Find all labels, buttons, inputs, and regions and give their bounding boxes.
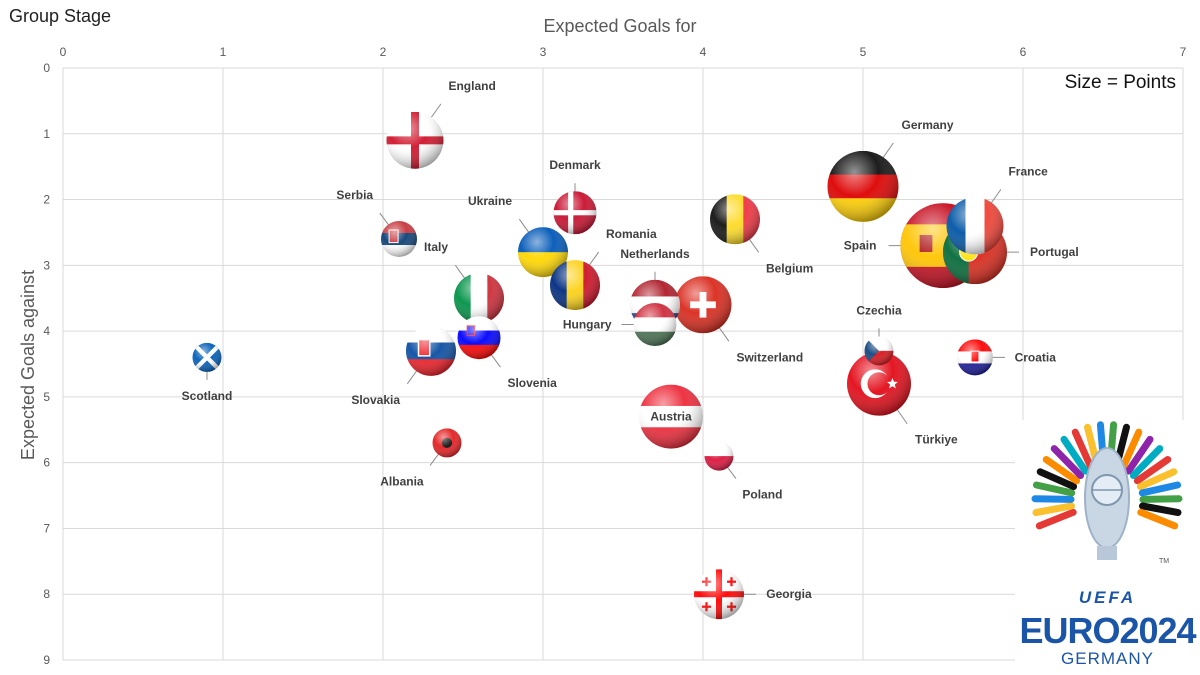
bubble-label: Austria: [650, 410, 692, 424]
bubble-belgium: [710, 194, 760, 245]
x-tick-label: 6: [1020, 45, 1027, 59]
bubble-albania: [432, 428, 462, 458]
x-tick-label: 7: [1180, 45, 1187, 59]
y-tick-label: 4: [43, 324, 50, 338]
y-tick-label: 5: [43, 390, 50, 404]
bubble-label: France: [1008, 164, 1048, 178]
bubble-labels: England Germany France Denmark Serbia Ukraine…: [182, 79, 1079, 601]
bubble-label: Albania: [380, 474, 424, 488]
bubble-label: England: [448, 79, 495, 93]
bubble-scotland: [192, 342, 222, 372]
bubbles: [192, 111, 1007, 620]
logo-euro-text: EURO2024: [1019, 610, 1196, 651]
logo-uefa-text: UEFA: [1078, 588, 1137, 607]
bubble-switzerland: [674, 276, 732, 334]
bubble-label: Czechia: [856, 303, 902, 317]
bubble-label: Netherlands: [620, 247, 690, 261]
bubble-label: Slovenia: [507, 376, 557, 390]
bubble-label: Germany: [902, 118, 954, 132]
logo-country-text: GERMANY: [1061, 649, 1154, 668]
axis-ticks: 0 1 2 3 4 5 6 7 0 1 2 3 4 5 6 7 8 9: [43, 45, 1186, 667]
y-tick-label: 8: [43, 587, 50, 601]
trophy-emblem-icon: TM: [1031, 421, 1183, 565]
bubble-georgia: [694, 569, 744, 620]
bubble-label: Belgium: [766, 261, 813, 275]
bubble-serbia: [381, 221, 417, 258]
bubble-label: Scotland: [182, 389, 233, 403]
bubble-label: Georgia: [766, 587, 812, 601]
bubble-label: Poland: [742, 488, 782, 502]
bubble-label: Türkiye: [915, 433, 958, 447]
y-tick-label: 3: [43, 258, 50, 272]
euro2024-logo: TM UEFA EURO2024 GERMANY: [1015, 420, 1200, 675]
y-tick-label: 2: [43, 193, 50, 207]
y-tick-label: 7: [43, 521, 50, 535]
bubble-croatia: [957, 339, 993, 376]
x-tick-label: 4: [700, 45, 707, 59]
bubble-romania: [550, 260, 600, 311]
bubble-poland: [704, 441, 734, 471]
y-tick-label: 9: [43, 653, 50, 667]
x-tick-label: 0: [60, 45, 67, 59]
y-tick-label: 6: [43, 456, 50, 470]
bubble-denmark: [553, 191, 597, 235]
trademark-mark: TM: [1159, 558, 1169, 565]
bubble-slovenia: [457, 316, 501, 360]
bubble-label: Hungary: [563, 318, 612, 332]
bubble-label: Serbia: [336, 188, 373, 202]
chart-subtitle: Group Stage: [9, 6, 112, 26]
bubble-label: Ukraine: [468, 194, 512, 208]
bubble-france: [946, 197, 1004, 255]
bubble-czechia: [864, 336, 894, 366]
bubble-england: [386, 111, 444, 169]
y-tick-label: 1: [43, 127, 50, 141]
bubble-label: Denmark: [549, 158, 601, 172]
bubble-label: Slovakia: [351, 393, 400, 407]
bubble-austria: [639, 384, 703, 449]
bubble-label: Romania: [606, 227, 657, 241]
x-axis-title: Expected Goals for: [543, 16, 697, 36]
bubble-label: Spain: [844, 239, 877, 253]
bubble-label: Croatia: [1015, 350, 1057, 364]
bubble-italy: [454, 273, 504, 324]
x-tick-label: 1: [220, 45, 227, 59]
x-tick-label: 5: [860, 45, 867, 59]
bubble-label: Portugal: [1030, 245, 1079, 259]
y-tick-label: 0: [43, 61, 50, 75]
x-tick-label: 3: [540, 45, 547, 59]
bubble-germany: [827, 150, 899, 222]
size-legend-note: Size = Points: [1064, 72, 1176, 93]
bubble-label: Italy: [424, 240, 448, 254]
bubble-slovakia: [406, 325, 456, 376]
x-tick-label: 2: [380, 45, 387, 59]
bubble-hungary: [633, 303, 677, 347]
bubble-label: Switzerland: [736, 350, 803, 364]
